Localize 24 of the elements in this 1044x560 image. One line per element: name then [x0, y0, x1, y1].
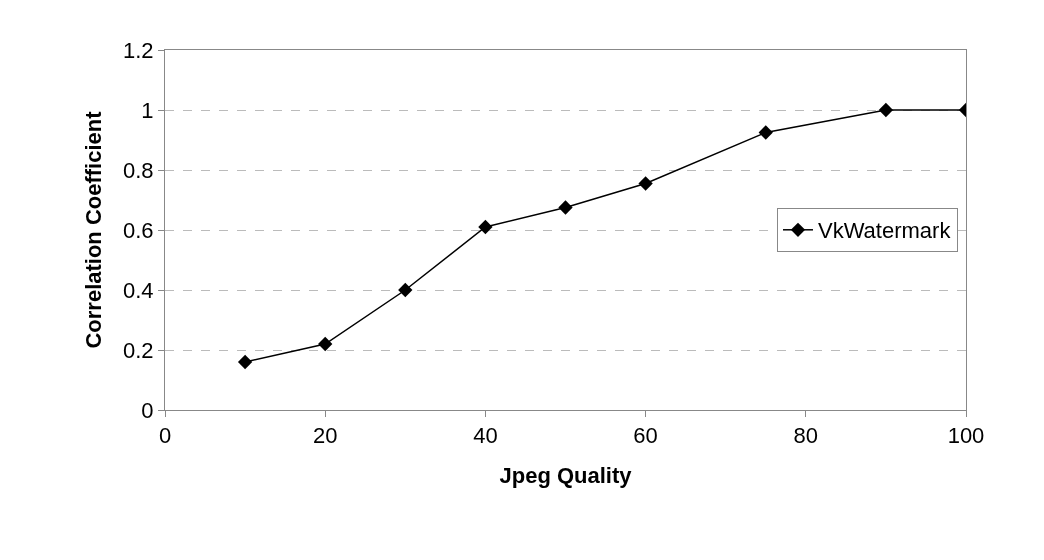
point [878, 102, 894, 118]
point [398, 282, 413, 298]
x-tick-label: 80 [793, 423, 819, 449]
y-tick-label: 0.6 [123, 217, 154, 243]
point [638, 176, 653, 191]
x-tick-label: 0 [158, 423, 172, 449]
point [478, 219, 493, 235]
x-axis-title: Jpeg Quality [499, 463, 633, 489]
legend-label: VkWatermark [817, 218, 952, 244]
y-tick-label: 1.2 [123, 37, 154, 63]
y-tick-label: 0.4 [123, 277, 154, 303]
y-axis-title: Correlation Coefficient [80, 110, 106, 349]
x-tick-label: 20 [312, 423, 338, 449]
x-tick-label: 60 [633, 423, 658, 449]
point [558, 200, 573, 215]
x-tick-label: 100 [947, 423, 985, 449]
point [318, 336, 333, 352]
point [758, 125, 773, 140]
x-tick-label: 40 [473, 423, 498, 449]
y-tick-label: 0 [141, 397, 154, 423]
y-tick-label: 0.8 [123, 157, 154, 183]
point [237, 354, 253, 370]
y-tick-label: 1 [141, 97, 154, 123]
y-tick-label: 0.2 [123, 337, 154, 363]
